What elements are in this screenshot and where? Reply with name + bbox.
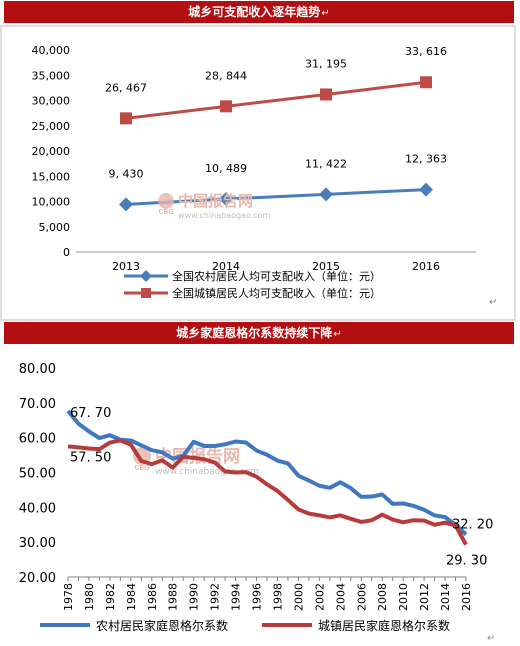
x-tick-label: 2002 — [313, 583, 326, 611]
x-tick-label: 1982 — [104, 583, 117, 611]
y-tick-label: 15,000 — [32, 170, 71, 183]
data-label: 10, 489 — [205, 162, 247, 175]
data-label: 67. 70 — [70, 406, 111, 421]
x-tick-label: 2014 — [212, 260, 240, 273]
data-point — [219, 192, 233, 207]
y-tick-label: 30.00 — [19, 536, 56, 551]
data-label: 26, 467 — [105, 81, 147, 94]
y-tick-label: 70.00 — [19, 397, 56, 412]
watermark-badge: CBG — [159, 208, 174, 216]
data-label: 31, 195 — [305, 57, 347, 70]
x-tick-label: 1980 — [83, 583, 96, 611]
data-label: 57. 50 — [70, 450, 111, 465]
x-tick-label: 2013 — [112, 260, 140, 273]
data-label: 29. 30 — [446, 554, 487, 569]
watermark-brand: 中国报告网 — [178, 192, 253, 210]
data-point — [119, 197, 133, 212]
y-tick-label: 40.00 — [19, 501, 56, 516]
data-point — [220, 100, 232, 113]
engel-chart: 20.00 30.00 40.00 50.00 60.00 70.00 80.00 1978 1… — [19, 362, 494, 633]
x-tick-label: 2006 — [355, 583, 368, 611]
legend-label: 农村居民家庭恩格尔系数 — [96, 618, 228, 633]
x-tick-label: 2014 — [439, 583, 452, 611]
data-label: 11, 422 — [305, 157, 347, 170]
chart2-title: 城乡家庭恩格尔系数持续下降 — [176, 326, 333, 340]
x-tick-label: 1998 — [271, 583, 284, 611]
data-label: 33, 616 — [405, 45, 447, 58]
y-tick-label: 40,000 — [32, 44, 71, 57]
x-tick-label: 1992 — [209, 583, 222, 611]
legend-label: 全国城镇居民人均可支配收入（单位：元） — [172, 286, 381, 300]
y-tick-label: 35,000 — [32, 69, 71, 82]
chart1-title: 城乡可支配收入逐年趋势 — [188, 5, 321, 19]
x-tick-label: 2008 — [376, 583, 389, 611]
x-tick-label: 2016 — [412, 260, 440, 273]
y-tick-label: 10,000 — [32, 196, 71, 209]
x-tick-label: 1990 — [188, 583, 201, 611]
x-tick-label: 2012 — [418, 583, 431, 611]
legend-marker — [140, 270, 152, 282]
data-point — [120, 112, 132, 125]
watermark-url: www.chinabaogao.com — [178, 211, 271, 220]
legend-label: 全国农村居民人均可支配收入（单位：元） — [172, 269, 381, 283]
x-tick-label: 2010 — [397, 583, 410, 611]
x-tick-label: 2000 — [292, 583, 305, 611]
x-tick-label: 1994 — [230, 583, 243, 611]
data-point — [320, 88, 332, 101]
y-tick-label: 20.00 — [19, 571, 56, 586]
chart2-title-banner: 城乡家庭恩格尔系数持续下降↵ — [4, 322, 514, 344]
watermark-badge: CBG — [135, 464, 150, 472]
x-tick-label: 2015 — [312, 260, 340, 273]
y-tick-label: 30,000 — [32, 95, 71, 108]
y-tick-label: 60.00 — [19, 432, 56, 447]
x-tick-label: 1978 — [62, 583, 75, 611]
legend-marker — [141, 288, 151, 298]
x-tick-label: 1988 — [167, 583, 180, 611]
legend-label: 城镇居民家庭恩格尔系数 — [318, 618, 450, 633]
series-line-1 — [66, 409, 468, 536]
watermark-url: www.chinabaogao.com — [155, 467, 259, 477]
watermark-badge-icon — [158, 193, 174, 209]
series-line-2 — [67, 438, 468, 546]
data-point — [420, 76, 432, 89]
data-point — [419, 182, 433, 197]
y-tick-label: 20,000 — [32, 145, 71, 158]
y-tick-label: 25,000 — [32, 120, 71, 133]
data-point — [319, 187, 333, 202]
x-tick-label: 1986 — [146, 583, 159, 611]
chart1-frame — [0, 25, 516, 321]
data-label: 32. 20 — [452, 518, 493, 533]
x-tick-label: 1996 — [251, 583, 264, 611]
y-tick-label: 80.00 — [19, 362, 56, 377]
y-tick-label: 0 — [63, 246, 70, 259]
income-chart: 0 5,000 10,000 15,000 20,000 25,000 30,000 35,0… — [0, 25, 516, 321]
series-line-1 — [125, 188, 427, 206]
x-tick-label: 1984 — [125, 583, 138, 611]
series-line-2 — [125, 80, 427, 120]
data-label: 9, 430 — [109, 167, 144, 180]
y-tick-label: 5,000 — [39, 221, 71, 234]
y-tick-label: 50.00 — [19, 467, 56, 482]
x-tick-label: 2016 — [460, 583, 473, 611]
data-label: 12, 363 — [405, 153, 447, 166]
data-label: 28, 844 — [205, 69, 247, 82]
x-tick-label: 2004 — [334, 583, 347, 611]
chart1-title-banner: 城乡可支配收入逐年趋势↵ — [4, 1, 514, 23]
